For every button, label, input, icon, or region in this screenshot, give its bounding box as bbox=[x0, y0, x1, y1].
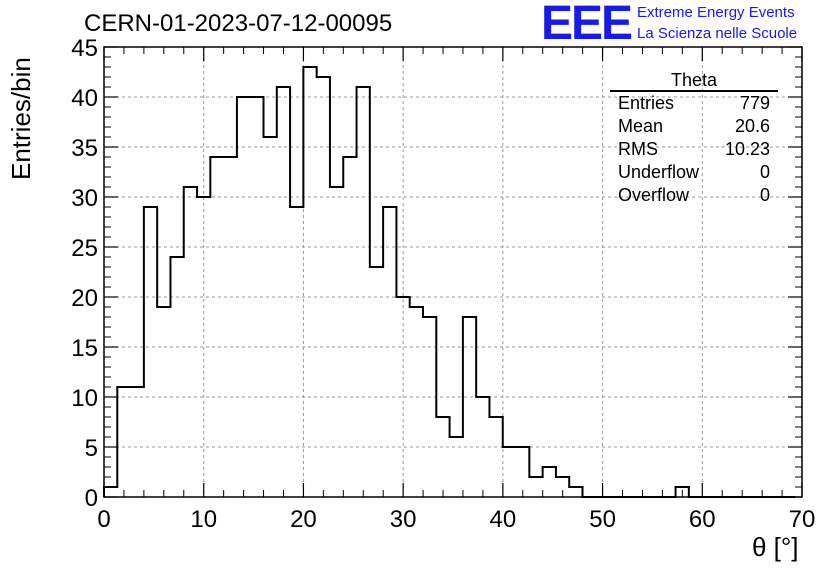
x-tick-label: 0 bbox=[97, 506, 110, 533]
y-tick-label: 0 bbox=[85, 485, 98, 512]
tick-labels: 0 10 20 30 40 50 60 70 0 5 10 15 20 25 30 35 40 45 bbox=[71, 35, 815, 533]
x-tick-label: 40 bbox=[490, 506, 517, 533]
stats-value: 10.23 bbox=[724, 139, 770, 159]
stats-box-title: Theta bbox=[610, 70, 778, 92]
x-tick-label: 20 bbox=[290, 506, 317, 533]
x-tick-label: 50 bbox=[589, 506, 616, 533]
y-axis-label: Entries/bin bbox=[6, 57, 36, 180]
stats-row-rms: RMS 10.23 bbox=[610, 138, 778, 161]
x-tick-label: 30 bbox=[390, 506, 417, 533]
stats-label: Underflow bbox=[618, 162, 700, 182]
x-axis-label: θ [°] bbox=[752, 532, 799, 562]
stats-value: 0 bbox=[759, 185, 770, 205]
plot-frame bbox=[103, 46, 803, 498]
logo-subtitle-line1: Extreme Energy Events bbox=[637, 4, 795, 21]
stats-row-entries: Entries 779 bbox=[610, 92, 778, 115]
chart-title: CERN-01-2023-07-12-00095 bbox=[84, 10, 393, 37]
stats-box: Theta Entries 779 Mean 20.6 RMS 10.23 Un… bbox=[610, 70, 778, 207]
y-tick-label: 10 bbox=[71, 385, 98, 412]
stats-row-mean: Mean 20.6 bbox=[610, 115, 778, 138]
x-tick-label: 60 bbox=[689, 506, 716, 533]
y-tick-label: 15 bbox=[71, 335, 98, 362]
y-tick-label: 5 bbox=[85, 435, 98, 462]
y-tick-label: 30 bbox=[71, 185, 98, 212]
y-tick-label: 35 bbox=[71, 135, 98, 162]
stats-label: Mean bbox=[618, 116, 664, 136]
stats-row-underflow: Underflow 0 bbox=[610, 161, 778, 184]
y-tick-label: 45 bbox=[71, 35, 98, 62]
stats-label: Overflow bbox=[618, 185, 690, 205]
stats-row-overflow: Overflow 0 bbox=[610, 184, 778, 207]
eee-logo: EEE bbox=[541, 0, 633, 50]
stats-value: 779 bbox=[739, 93, 770, 113]
stats-value: 20.6 bbox=[734, 116, 770, 136]
logo-subtitle-line2: La Scienza nelle Scuole bbox=[637, 25, 798, 42]
y-tick-label: 40 bbox=[71, 85, 98, 112]
y-tick-label: 20 bbox=[71, 285, 98, 312]
x-tick-label: 70 bbox=[789, 506, 816, 533]
y-tick-label: 25 bbox=[71, 235, 98, 262]
x-tick-label: 10 bbox=[190, 506, 217, 533]
stats-value: 0 bbox=[759, 162, 770, 182]
stats-label: Entries bbox=[618, 93, 675, 113]
grid-lines bbox=[104, 47, 802, 497]
stats-label: RMS bbox=[618, 139, 658, 159]
